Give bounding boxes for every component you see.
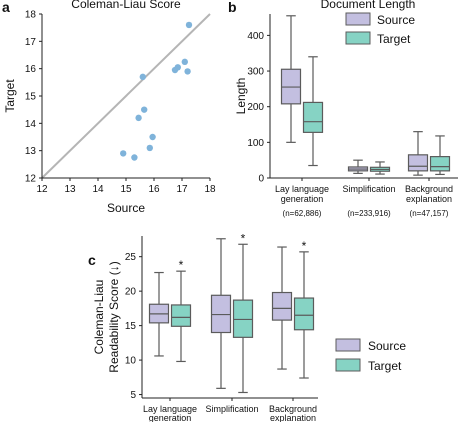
scatter-point bbox=[141, 106, 148, 113]
panel-b-target-box bbox=[429, 156, 451, 172]
panel-a-x-tick-label: 12 bbox=[36, 184, 48, 195]
panel-b-category-label: Simplification bbox=[342, 184, 395, 194]
scatter-point bbox=[131, 154, 138, 161]
panel-b-category-label: generation bbox=[281, 194, 324, 204]
panel-a-y-tick-label: 15 bbox=[25, 92, 37, 103]
panel-c-category-label: generation bbox=[149, 413, 192, 422]
panel-a-y-label: Target bbox=[3, 79, 17, 113]
panel-a-x-label: Source bbox=[107, 201, 145, 215]
scatter-point bbox=[149, 133, 156, 141]
panel-b-category-label: Background bbox=[405, 184, 453, 194]
panel-b-target-box bbox=[302, 101, 324, 133]
panel-c-category-label: Background bbox=[269, 404, 317, 414]
panel-b-y-tick-label: 400 bbox=[247, 31, 264, 42]
panel-a-x-tick-label: 18 bbox=[204, 184, 216, 195]
legend-c-label: Source bbox=[368, 339, 406, 353]
panel-c-target-box bbox=[232, 299, 254, 338]
panel-b-letter: b bbox=[228, 0, 237, 15]
panel-b-sample-size: (n=233,916) bbox=[347, 209, 391, 218]
panel-a-x-tick-label: 15 bbox=[120, 184, 132, 195]
significance-marker: * bbox=[302, 239, 307, 253]
panel-c-target-box bbox=[293, 297, 315, 331]
legend-c-swatch-target bbox=[335, 358, 361, 372]
panel-a-y-tick-label: 12 bbox=[25, 174, 37, 185]
scatter-point bbox=[139, 73, 146, 81]
panel-b-category-label: explanation bbox=[406, 194, 452, 204]
legend-c-swatch-source bbox=[335, 338, 361, 352]
scatter-point bbox=[120, 150, 127, 157]
panel-b-sample-size: (n=47,157) bbox=[410, 209, 449, 218]
panel-b-source-box bbox=[407, 154, 429, 172]
panel-a-x-tick-label: 17 bbox=[176, 184, 188, 195]
panel-c-y-label: Readability Score (↓) bbox=[107, 261, 121, 372]
panel-c-y-tick-label: 5 bbox=[130, 390, 136, 401]
panel-a-x-tick-label: 14 bbox=[92, 184, 104, 195]
panel-b-sample-size: (n=62,886) bbox=[283, 209, 322, 218]
significance-marker: * bbox=[241, 231, 246, 245]
legend-b-label: Target bbox=[377, 32, 411, 46]
panel-b-y-tick-label: 200 bbox=[247, 102, 264, 113]
panel-a-y-tick-label: 13 bbox=[25, 146, 37, 157]
panel-a-x-tick-label: 13 bbox=[64, 184, 76, 195]
panel-c-y-tick-label: 20 bbox=[125, 287, 137, 298]
scatter-point bbox=[146, 144, 153, 152]
panel-c-y-tick-label: 10 bbox=[125, 356, 137, 367]
panel-c-y-tick-label: 15 bbox=[125, 321, 137, 332]
panel-b-y-tick-label: 0 bbox=[258, 174, 264, 185]
panel-a-y-tick-label: 17 bbox=[25, 37, 37, 48]
scatter-point bbox=[174, 64, 181, 71]
panel-c-target-box bbox=[170, 304, 192, 327]
panel-b-y-tick-label: 100 bbox=[247, 138, 264, 149]
panel-c-letter: c bbox=[88, 252, 96, 268]
panel-c-y-tick-label: 25 bbox=[125, 252, 137, 263]
scatter-point bbox=[135, 114, 142, 122]
identity-line bbox=[41, 13, 211, 179]
panel-b-title: Document Length bbox=[321, 0, 416, 11]
panel-a-y-tick-label: 16 bbox=[25, 64, 37, 75]
panel-b-y-label: Length bbox=[234, 78, 248, 115]
panel-b-y-tick-label: 300 bbox=[247, 67, 264, 78]
legend-b-swatch-source bbox=[345, 12, 371, 26]
legend-b-swatch-target bbox=[345, 31, 371, 45]
panel-c-source-box bbox=[210, 294, 232, 334]
panel-a-letter: a bbox=[2, 0, 10, 15]
legend-b-label: Source bbox=[377, 13, 415, 27]
panel-c-category-label: Lay language bbox=[143, 404, 197, 414]
panel-a-x-tick-label: 16 bbox=[148, 184, 160, 195]
panel-c-category-label: Simplification bbox=[205, 404, 258, 414]
panel-c-category-label: explanation bbox=[270, 413, 316, 422]
legend-c-label: Target bbox=[368, 359, 402, 373]
significance-marker: * bbox=[179, 258, 184, 272]
scatter-point bbox=[185, 21, 193, 29]
panel-c-source-box bbox=[271, 291, 293, 321]
panel-a-title: Coleman-Liau Score bbox=[71, 0, 181, 11]
panel-b-category-label: Lay language bbox=[275, 184, 329, 194]
scatter-point bbox=[184, 68, 191, 75]
panel-c-y-label: Coleman-Liau bbox=[92, 280, 106, 355]
scatter-point bbox=[181, 58, 188, 66]
panel-a-y-tick-label: 18 bbox=[25, 10, 37, 21]
panel-a-y-tick-label: 14 bbox=[25, 119, 37, 130]
